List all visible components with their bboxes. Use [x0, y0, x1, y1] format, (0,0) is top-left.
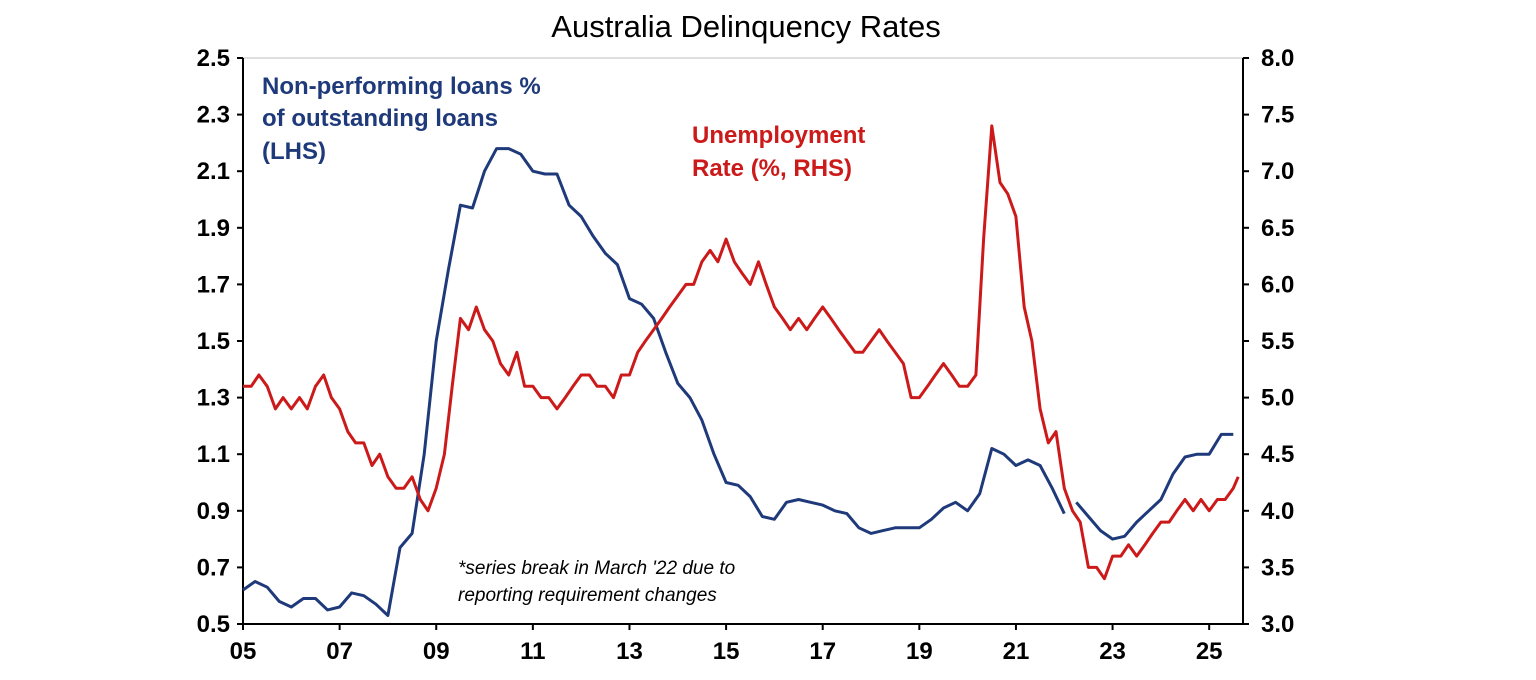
npl-label-line: (LHS) — [262, 138, 326, 165]
unemployment-series-line — [243, 124, 1240, 581]
series-break-note: *series break in March '22 due to report… — [458, 558, 740, 606]
series-layer — [242, 124, 1240, 617]
left-y-tick-label: 2.3 — [197, 102, 230, 129]
note-line: *series break in March '22 due to — [458, 558, 735, 579]
left-y-tick-label: 2.1 — [197, 158, 230, 185]
left-y-tick-label: 0.5 — [197, 611, 230, 638]
right-y-tick-label: 7.0 — [1261, 158, 1294, 185]
unemployment-series-label: Unemployment Rate (%, RHS) — [692, 122, 872, 182]
right-y-tick-label: 7.5 — [1261, 102, 1294, 129]
npl-label-line: of outstanding loans — [262, 105, 498, 132]
right-y-tick-label: 3.0 — [1261, 611, 1294, 638]
x-tick-label: 05 — [230, 638, 257, 665]
npl-series-line — [1075, 432, 1234, 541]
left-y-tick-label: 1.5 — [197, 328, 230, 355]
left-y-tick-label: 1.7 — [197, 271, 230, 298]
x-tick-label: 07 — [326, 638, 353, 665]
npl-label-line: Non-performing loans % — [262, 73, 541, 100]
right-y-tick-label: 6.5 — [1261, 215, 1294, 242]
chart-title: Australia Delinquency Rates — [551, 9, 940, 44]
axis-ticks-layer: 2.5 2.3 2.1 1.9 1.7 1.5 1.3 1.1 0.9 0.7 0.5 8.0 7.5 7… — [197, 45, 1295, 665]
x-tick-label: 25 — [1196, 638, 1223, 665]
unemployment-label-line: Unemployment — [692, 122, 865, 149]
left-y-tick-label: 0.9 — [197, 498, 230, 525]
right-y-tick-label: 8.0 — [1261, 45, 1294, 72]
x-tick-label: 21 — [1003, 638, 1030, 665]
npl-series-line — [242, 147, 1066, 617]
right-y-tick-label: 3.5 — [1261, 554, 1294, 581]
x-tick-label: 11 — [520, 638, 545, 665]
x-tick-label: 19 — [906, 638, 933, 665]
x-tick-label: 13 — [616, 638, 643, 665]
left-y-tick-label: 2.5 — [197, 45, 230, 72]
right-y-tick-label: 4.5 — [1261, 441, 1294, 468]
left-y-tick-label: 1.3 — [197, 385, 230, 412]
right-y-tick-label: 4.0 — [1261, 498, 1294, 525]
left-y-tick-label: 0.7 — [197, 554, 230, 581]
right-y-tick-label: 6.0 — [1261, 271, 1294, 298]
x-tick-label: 23 — [1099, 638, 1126, 665]
x-tick-label: 09 — [423, 638, 450, 665]
x-tick-label: 15 — [713, 638, 740, 665]
npl-series-label: Non-performing loans % of outstanding lo… — [262, 73, 547, 165]
left-y-tick-label: 1.1 — [197, 441, 230, 468]
unemployment-label-line: Rate (%, RHS) — [692, 155, 852, 182]
left-y-tick-label: 1.9 — [197, 215, 230, 242]
right-y-tick-label: 5.0 — [1261, 385, 1294, 412]
note-line: reporting requirement changes — [458, 585, 717, 606]
x-tick-label: 17 — [809, 638, 836, 665]
right-y-tick-label: 5.5 — [1261, 328, 1294, 355]
